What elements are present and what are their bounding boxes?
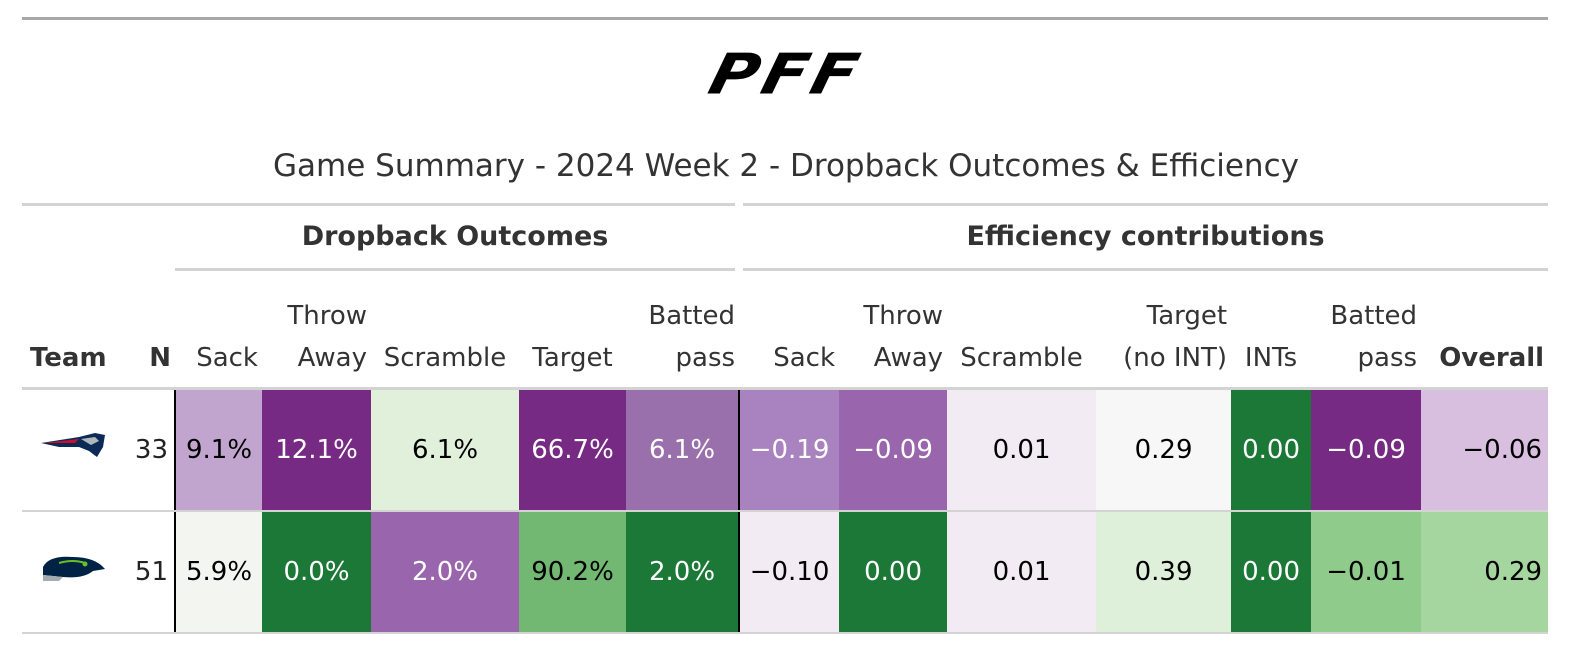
value-cell: 2.0% bbox=[371, 511, 519, 634]
column-header: Batted pass bbox=[1330, 301, 1418, 373]
team-logo bbox=[40, 432, 105, 457]
value-cell: 5.9% bbox=[175, 511, 262, 634]
value-cell: 0.01 bbox=[947, 511, 1097, 634]
n-cell: 33 bbox=[125, 388, 176, 512]
value-cell: −0.01 bbox=[1311, 511, 1422, 634]
team-logo bbox=[42, 556, 105, 581]
column-header: Sack bbox=[196, 343, 258, 373]
value-cell: 2.0% bbox=[626, 511, 741, 634]
team-cell bbox=[22, 511, 125, 634]
value-cell: 9.1% bbox=[175, 388, 262, 512]
value-cell: 0.00 bbox=[839, 511, 948, 634]
column-header: N bbox=[149, 343, 171, 373]
value-cell: 6.1% bbox=[626, 388, 741, 512]
column-header: Scramble bbox=[960, 343, 1083, 373]
column-header: Scramble bbox=[383, 343, 507, 373]
table-row: 33 9.1% 12.1% 6.1% 66.7% 6.1% −0.19 −0.09 0.01 0.… bbox=[22, 388, 1549, 512]
table-row: 51 5.9% 0.0% 2.0% 90.2% 2.0% −0.10 0.00 0.01 0.39… bbox=[22, 511, 1549, 634]
spanner: Efficiency contributions bbox=[735, 204, 1549, 271]
column-header: Batted pass bbox=[648, 301, 736, 373]
summary-table: Dropback Outcomes Efficiency contributio… bbox=[22, 203, 1549, 634]
value-cell: −0.09 bbox=[1311, 388, 1422, 512]
value-cell: 0.29 bbox=[1421, 511, 1549, 634]
title: Game Summary - 2024 Week 2 - Dropback Ou… bbox=[273, 148, 1299, 184]
column-header: Target bbox=[532, 343, 613, 373]
column-header: Throw Away bbox=[863, 301, 944, 373]
value-cell: −0.06 bbox=[1421, 388, 1549, 512]
value-cell: 66.7% bbox=[519, 388, 626, 512]
value-cell: 6.1% bbox=[371, 388, 519, 512]
top-rule bbox=[22, 17, 1548, 20]
spanner: Dropback Outcomes bbox=[175, 204, 744, 271]
team-cell bbox=[22, 388, 125, 512]
column-header: Overall bbox=[1439, 343, 1545, 373]
value-cell: 0.00 bbox=[1231, 388, 1312, 512]
value-cell: 0.01 bbox=[947, 388, 1097, 512]
column-header: INTs bbox=[1244, 343, 1298, 373]
column-header: Target (no INT) bbox=[1123, 301, 1228, 373]
value-cell: −0.09 bbox=[839, 388, 948, 512]
value-cell: 12.1% bbox=[262, 388, 371, 512]
value-cell: 0.0% bbox=[262, 511, 371, 634]
value-cell: 0.00 bbox=[1231, 511, 1312, 634]
column-header: Sack bbox=[773, 343, 836, 373]
n-cell: 51 bbox=[125, 511, 176, 634]
value-cell: 90.2% bbox=[519, 511, 626, 634]
value-cell: 0.29 bbox=[1096, 388, 1232, 512]
value-cell: −0.10 bbox=[739, 511, 840, 634]
column-header: Throw Away bbox=[287, 301, 367, 373]
column-header: Team bbox=[30, 343, 107, 373]
value-cell: 0.39 bbox=[1096, 511, 1232, 634]
logo: PFF bbox=[702, 41, 870, 108]
value-cell: −0.19 bbox=[739, 388, 840, 512]
